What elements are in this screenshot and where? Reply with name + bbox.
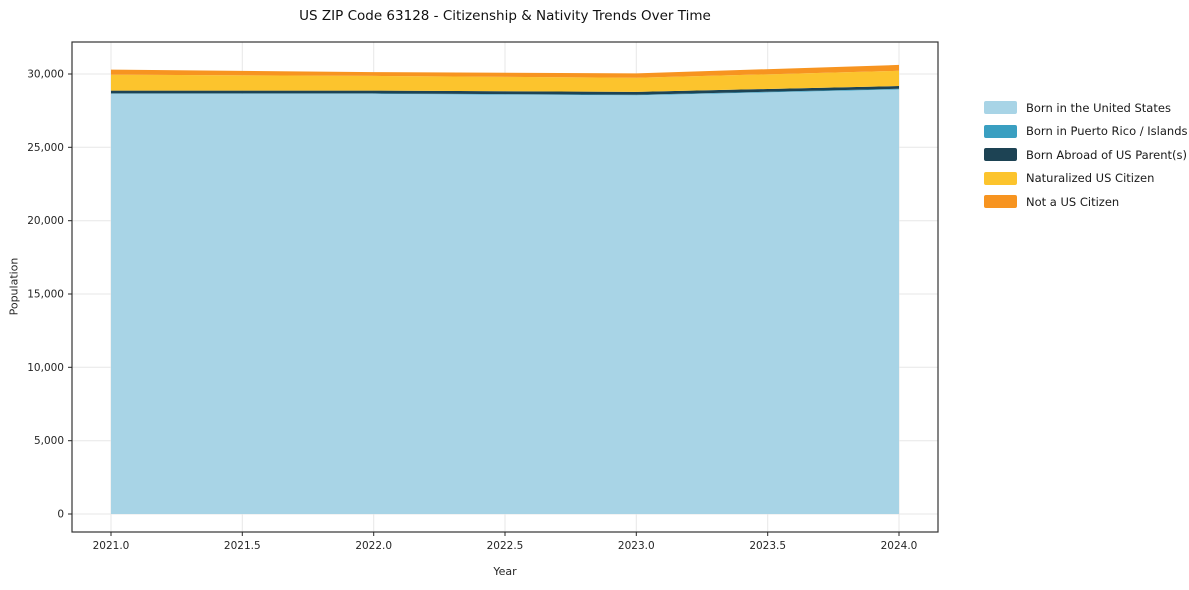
x-tick-label: 2023.0 [618,540,655,552]
x-tick-label: 2023.5 [749,540,786,552]
y-tick-label: 5,000 [34,435,64,447]
y-tick-label: 10,000 [27,362,64,374]
legend-item-born-abroad: Born Abroad of US Parent(s) [984,143,1188,167]
legend-item-not-citizen: Not a US Citizen [984,190,1188,214]
y-tick-label: 25,000 [27,142,64,154]
legend-label: Born in the United States [1026,100,1171,115]
area-series-1 [111,88,899,96]
area-series-2 [111,86,899,95]
x-tick-label: 2022.0 [355,540,392,552]
chart-title: US ZIP Code 63128 - Citizenship & Nativi… [299,8,711,24]
legend-label: Naturalized US Citizen [1026,171,1155,186]
legend-swatch-born-us [984,101,1017,115]
legend: Born in the United States Born in Puerto… [984,96,1188,214]
legend-item-born-us: Born in the United States [984,96,1188,120]
x-tick-label: 2022.5 [487,540,524,552]
x-tick-label: 2021.0 [93,540,130,552]
legend-item-naturalized: Naturalized US Citizen [984,167,1188,191]
legend-swatch-puerto-rico [984,124,1017,138]
legend-swatch-naturalized [984,171,1017,185]
x-tick-label: 2021.5 [224,540,261,552]
legend-label: Born in Puerto Rico / Islands [1026,124,1188,139]
y-tick-label: 30,000 [27,69,64,81]
area-series-3 [111,70,899,92]
area-series-4 [111,64,899,78]
y-tick-label: 20,000 [27,215,64,227]
legend-swatch-born-abroad [984,148,1017,162]
x-tick-label: 2024.0 [881,540,918,552]
legend-label: Not a US Citizen [1026,194,1120,209]
y-tick-label: 0 [57,509,64,521]
area-series-0 [111,89,899,515]
y-tick-label: 15,000 [27,289,64,301]
legend-label: Born Abroad of US Parent(s) [1026,147,1187,162]
x-axis-title: Year [493,565,517,578]
legend-item-puerto-rico: Born in Puerto Rico / Islands [984,120,1188,144]
legend-swatch-not-citizen [984,195,1017,209]
y-axis-title: Population [7,257,21,316]
